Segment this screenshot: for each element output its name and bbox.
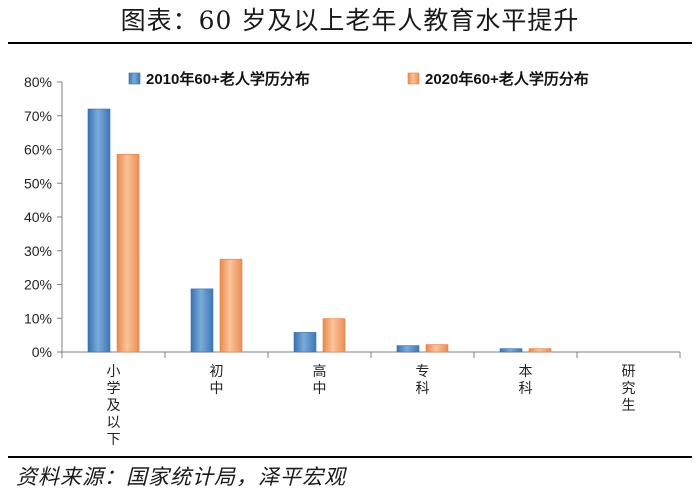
bar-2020-3 <box>425 344 449 353</box>
x-tick-label: 高中 <box>313 363 327 396</box>
bar-2020-4 <box>528 348 552 353</box>
title-divider <box>8 42 692 44</box>
source-divider <box>8 456 692 458</box>
bar-2010-4 <box>499 348 523 353</box>
legend-label: 2020年60+老人学历分布 <box>425 70 589 88</box>
y-tick-label: 60% <box>24 142 52 158</box>
x-tick-label: 初中 <box>210 363 224 396</box>
bar-2010-1 <box>190 288 214 353</box>
legend-label: 2010年60+老人学历分布 <box>146 70 310 88</box>
y-tick-label: 40% <box>24 209 52 225</box>
bar-2010-0 <box>87 108 111 353</box>
bar-2010-2 <box>293 332 317 353</box>
y-tick-label: 10% <box>24 310 52 326</box>
y-tick-label: 0% <box>32 344 52 360</box>
bar-2020-2 <box>322 318 346 353</box>
legend-swatch <box>407 72 420 85</box>
source-note: 资料来源：国家统计局，泽平宏观 <box>16 465 346 489</box>
x-tick-label: 研究生 <box>622 363 636 413</box>
y-tick-label: 20% <box>24 277 52 293</box>
bar-2020-0 <box>116 153 140 353</box>
y-tick-label: 30% <box>24 243 52 259</box>
y-tick-label: 50% <box>24 175 52 191</box>
bar-2010-3 <box>396 345 420 353</box>
bar-chart: 0% 10% 20% 30% 40% 50% 60% 70% 80% 小学及以下 初中 高中 专科 本科 研… <box>24 70 681 447</box>
x-tick-label: 本科 <box>519 363 533 396</box>
chart-title: 图表：60 岁及以上老年人教育水平提升 <box>120 6 580 35</box>
bar-2020-1 <box>219 258 243 353</box>
y-tick-label: 70% <box>24 108 52 124</box>
x-tick-label: 小学及以下 <box>107 363 121 447</box>
y-tick-label: 80% <box>24 74 52 90</box>
x-tick-label: 专科 <box>416 363 430 396</box>
legend-swatch <box>128 72 141 85</box>
